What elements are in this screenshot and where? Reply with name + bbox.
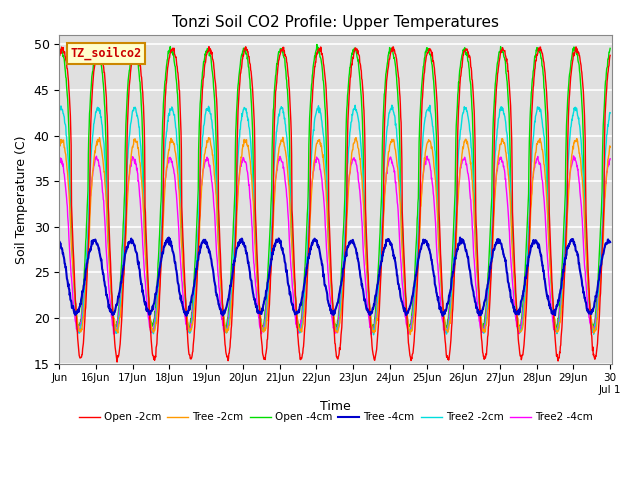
Line: Open -4cm: Open -4cm [60,45,610,329]
Tree2 -2cm [370,332,378,338]
Tree2 -2cm [493,133,500,139]
Open -2cm [113,359,121,365]
Tree2 -2cm [164,112,172,118]
Tree -4cm [240,240,248,245]
Tree -2cm [178,244,186,250]
Tree2 -2cm [541,154,549,159]
Tree2 -4cm [541,210,549,216]
Open -4cm [239,46,247,51]
Tree -4cm [606,239,614,245]
Tree -2cm [606,144,614,150]
Legend: Open -2cm, Tree -2cm, Open -4cm, Tree -4cm, Tree2 -2cm, Tree2 -4cm: Open -2cm, Tree -2cm, Open -4cm, Tree -4… [75,408,596,426]
Tree2 -4cm [606,156,614,162]
Open -4cm [493,70,500,76]
Open -2cm [205,44,212,49]
Tree2 -2cm [178,241,186,247]
Line: Tree2 -4cm: Tree2 -4cm [60,156,610,335]
Line: Tree -2cm: Tree -2cm [60,137,610,335]
Tree -4cm [493,240,500,246]
Open -2cm [493,81,500,86]
Tree2 -2cm [388,102,396,108]
Open -4cm [541,99,549,105]
Tree2 -4cm [178,277,186,283]
Tree -4cm [182,313,190,319]
Open -2cm [179,215,186,220]
Tree -2cm [239,144,247,149]
Tree -4cm [56,239,63,244]
Open -4cm [552,326,560,332]
Tree2 -4cm [570,153,577,159]
Line: Tree -4cm: Tree -4cm [60,238,610,316]
Tree2 -4cm [420,162,428,168]
Tree -2cm [493,168,500,173]
Tree -2cm [421,157,429,163]
Tree -2cm [406,332,414,337]
Tree -4cm [420,239,428,244]
Open -2cm [241,48,248,53]
Open -2cm [165,58,173,63]
Y-axis label: Soil Temperature (C): Soil Temperature (C) [15,135,28,264]
Tree2 -2cm [606,110,614,116]
Open -2cm [421,65,429,71]
Tree2 -2cm [421,118,429,123]
Open -2cm [56,51,63,57]
Text: TZ_soilco2: TZ_soilco2 [70,47,141,60]
Open -4cm [606,46,614,51]
Line: Open -2cm: Open -2cm [60,47,610,362]
Tree -2cm [164,150,172,156]
Tree -4cm [456,235,464,240]
Tree -4cm [541,282,549,288]
Open -4cm [420,55,428,61]
Title: Tonzi Soil CO2 Profile: Upper Temperatures: Tonzi Soil CO2 Profile: Upper Temperatur… [172,15,499,30]
Open -2cm [541,76,549,82]
Tree2 -4cm [493,171,500,177]
X-axis label: Time: Time [320,400,351,413]
Tree -4cm [178,300,186,305]
Tree -2cm [541,176,549,182]
Tree2 -4cm [56,156,63,162]
Open -4cm [178,226,186,231]
Tree -2cm [279,134,287,140]
Tree2 -2cm [56,108,63,114]
Tree2 -4cm [164,159,172,165]
Tree2 -2cm [239,107,247,112]
Tree2 -4cm [367,332,375,337]
Open -4cm [164,48,172,54]
Tree2 -4cm [239,155,247,160]
Line: Tree2 -2cm: Tree2 -2cm [60,105,610,335]
Open -4cm [313,42,321,48]
Tree -2cm [56,144,63,150]
Tree -4cm [164,238,172,243]
Open -4cm [56,45,63,51]
Open -2cm [606,52,614,58]
